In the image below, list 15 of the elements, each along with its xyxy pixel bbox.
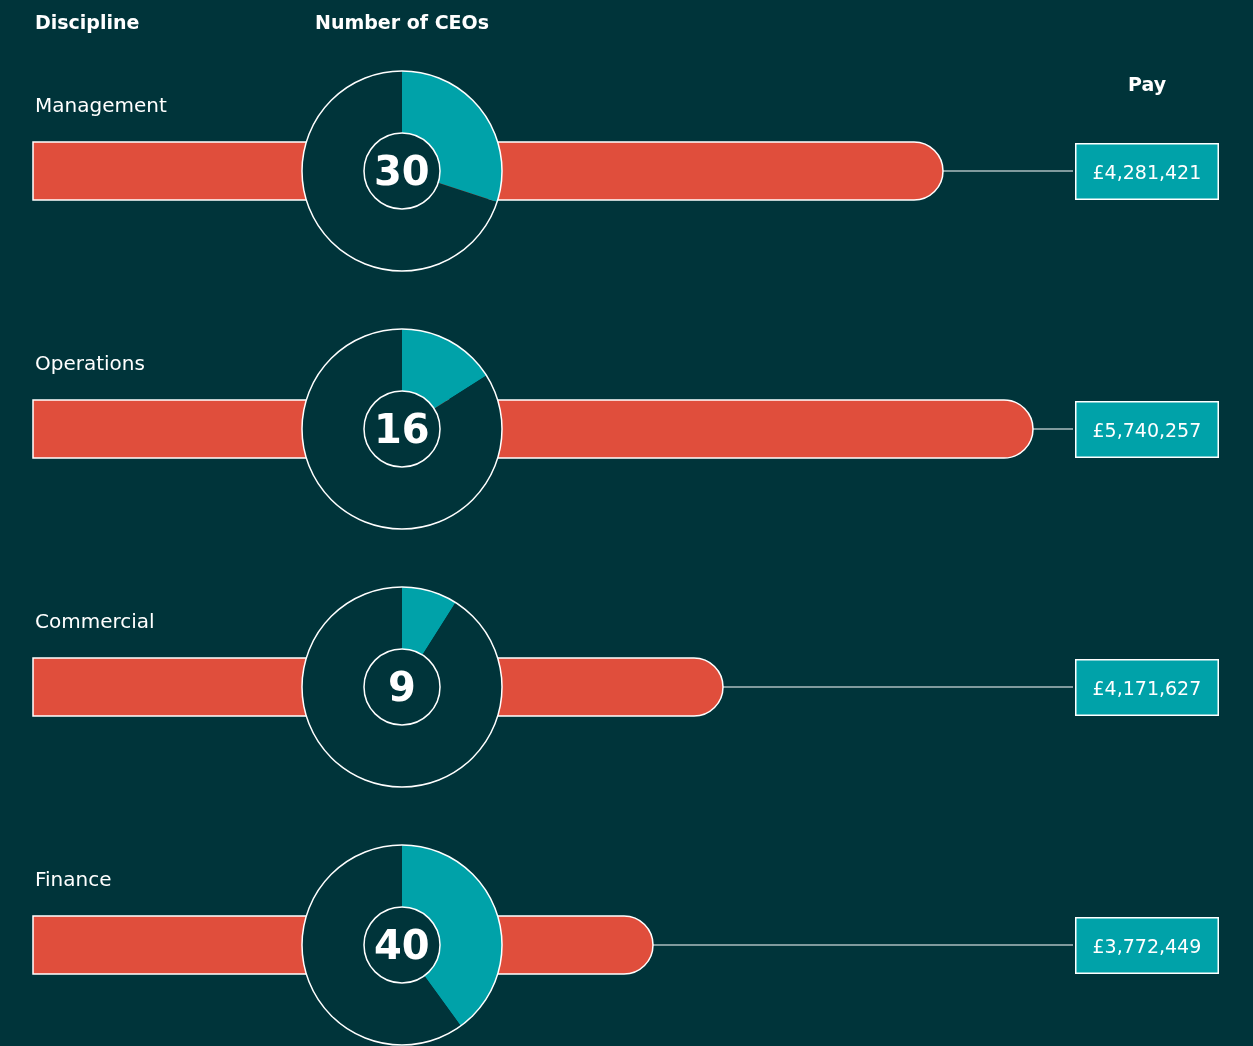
y-tick-label: Management (35, 93, 167, 117)
annotation: 40 (374, 922, 430, 968)
y-tick-label: Operations (35, 351, 145, 375)
text: £5,740,257 (1092, 418, 1202, 441)
y-tick-label: Finance (35, 867, 112, 891)
chart-title: Number of CEOs (315, 11, 490, 33)
annotation: 9 (388, 664, 416, 710)
annotation: 16 (374, 406, 430, 452)
y-tick-label: Commercial (35, 609, 155, 633)
y-axis-title: Discipline (35, 11, 140, 33)
text: Pay (1128, 73, 1167, 95)
annotation: 30 (374, 148, 430, 194)
text: £4,281,421 (1092, 160, 1202, 183)
text: £3,772,449 (1092, 934, 1202, 957)
text: £4,171,627 (1092, 676, 1202, 699)
